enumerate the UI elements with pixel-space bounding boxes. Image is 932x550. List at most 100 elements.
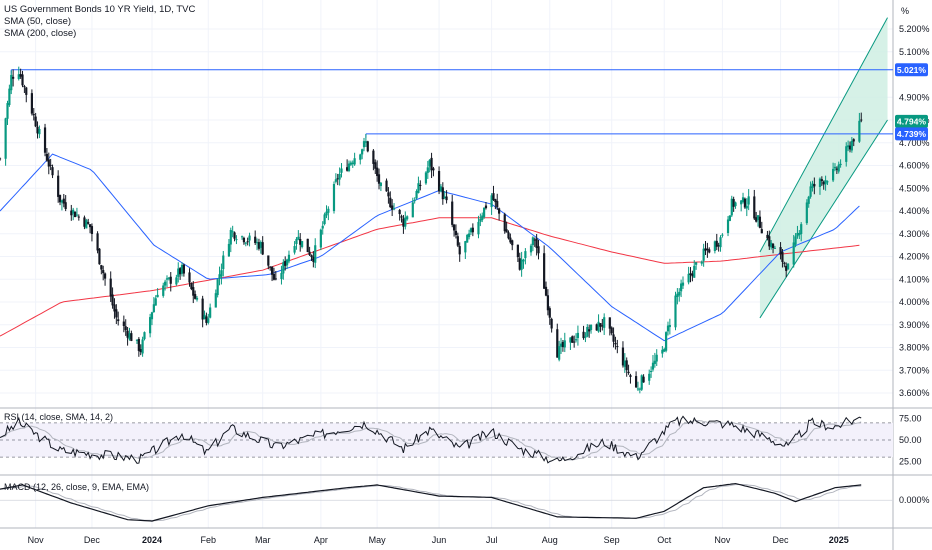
candle-body: [285, 259, 289, 266]
candle-body: [822, 181, 825, 185]
candle-body: [257, 242, 261, 249]
candle-body: [563, 340, 566, 348]
candle-body: [621, 347, 625, 366]
candle-body: [781, 251, 784, 262]
candle-body: [582, 331, 585, 339]
candle-body: [379, 182, 383, 186]
candle-body: [503, 214, 506, 232]
candle-body: [282, 262, 285, 274]
candle-body: [376, 167, 379, 177]
candle-body: [325, 211, 328, 216]
candle-body: [85, 220, 88, 229]
channel-fill: [759, 17, 888, 318]
candle-body: [75, 214, 79, 216]
candle-body: [364, 141, 367, 143]
candle-body: [246, 241, 249, 243]
candle-body: [636, 388, 640, 390]
candle-body: [244, 242, 247, 244]
candle-body: [60, 200, 64, 203]
candle-body: [756, 215, 760, 221]
price-tick-label: 3.800%: [899, 343, 930, 353]
candle-body: [25, 87, 28, 95]
candle-body: [785, 265, 788, 271]
candle-body: [242, 237, 246, 243]
candle-body: [274, 278, 277, 280]
candle-body: [482, 207, 486, 218]
candle-body: [597, 321, 600, 332]
candle-body: [152, 304, 155, 313]
candle-body: [23, 86, 26, 88]
candle-body: [668, 325, 671, 328]
rsi-sma-line: [0, 419, 862, 461]
candle-body: [809, 186, 812, 197]
price-tick-label: 5.100%: [899, 47, 930, 57]
candle-body: [826, 181, 829, 183]
candle-body: [6, 103, 9, 119]
candle-body: [143, 332, 146, 340]
candle-body: [676, 293, 679, 297]
candle-body: [655, 354, 658, 362]
candle-body: [111, 294, 114, 306]
candle-body: [73, 211, 77, 218]
candle-body: [207, 318, 210, 323]
candle-body: [0, 158, 2, 160]
candle-body: [638, 388, 641, 390]
candle-body: [586, 327, 589, 337]
candle-body: [349, 162, 352, 165]
sma200-legend: SMA (200, close): [4, 28, 77, 39]
candle-body: [537, 246, 540, 254]
candle-body: [169, 276, 172, 284]
candle-body: [312, 256, 315, 262]
candle-body: [715, 240, 718, 247]
candle-body: [533, 239, 536, 241]
candle-body: [64, 202, 67, 210]
candle-body: [574, 339, 578, 341]
candle-body: [248, 235, 251, 241]
price-tick-label: 4.600%: [899, 161, 930, 171]
candle-body: [411, 202, 414, 218]
candle-body: [452, 224, 456, 231]
candle-body: [201, 298, 204, 320]
candle-body: [385, 180, 388, 192]
rsi-label: RSI (14, close, SMA, 14, 2): [4, 412, 114, 422]
candle-body: [663, 349, 666, 352]
candle-body: [130, 333, 133, 341]
candle-body: [338, 173, 341, 180]
candle-body: [832, 168, 835, 181]
candle-body: [98, 248, 101, 265]
candle-body: [227, 243, 231, 257]
candle-body: [471, 227, 474, 233]
candle-body: [464, 241, 467, 253]
candle-body: [192, 287, 195, 296]
candle-body: [824, 180, 827, 185]
candle-body: [629, 375, 632, 378]
candle-body: [220, 270, 223, 277]
candle-body: [214, 293, 217, 308]
candle-body: [614, 342, 617, 345]
currency-label: %: [901, 6, 910, 16]
candle-body: [786, 263, 790, 270]
candle-body: [732, 199, 735, 207]
candle-body: [505, 229, 508, 233]
candle-body: [665, 332, 668, 351]
candle-body: [695, 262, 698, 265]
candle-body: [576, 332, 580, 339]
candle-body: [216, 279, 219, 295]
candle-body: [165, 278, 169, 280]
time-tick-label: Apr: [314, 535, 328, 545]
candle-body: [467, 233, 471, 238]
candle-body: [768, 236, 771, 247]
candle-body: [359, 154, 362, 160]
candle-body: [300, 241, 304, 247]
candle-body: [484, 205, 488, 209]
candle-body: [432, 168, 435, 171]
rsi-panel: [0, 415, 893, 464]
candle-body: [391, 205, 394, 210]
candle-body: [287, 254, 291, 262]
rsi-tick-label: 75.00: [899, 414, 922, 424]
candle-body: [569, 337, 572, 343]
candle-body: [267, 255, 270, 266]
time-tick-label: Nov: [28, 535, 45, 545]
sma200-line: [0, 217, 860, 337]
